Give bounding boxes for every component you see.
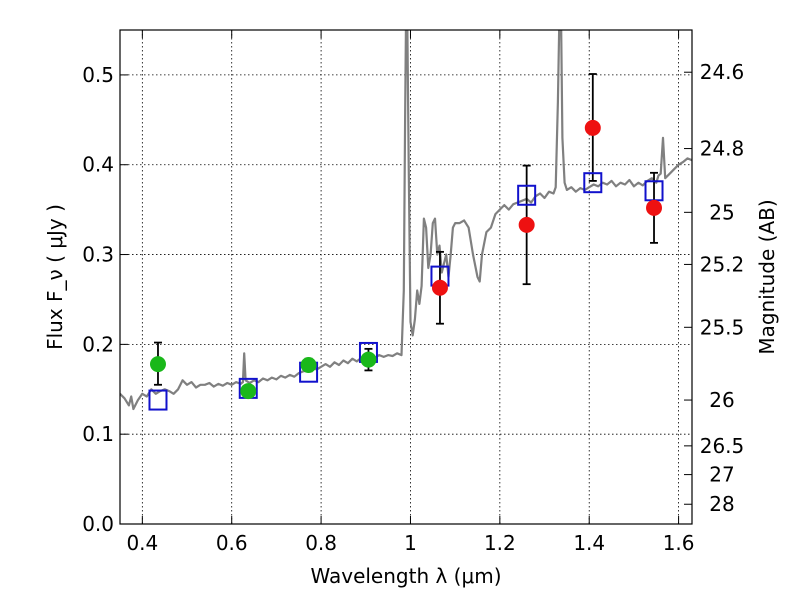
data-markers <box>148 119 664 411</box>
x-tick-label: 0.4 <box>126 531 158 555</box>
y-tick-label: 0.1 <box>82 422 114 446</box>
y2-tick-label: 26 <box>709 388 734 412</box>
model-square-point <box>148 389 168 411</box>
x-tick-label: 0.8 <box>305 531 337 555</box>
observed-flux-point <box>584 119 601 136</box>
observed-flux-point <box>300 357 317 374</box>
y2-tick-label: 24.6 <box>700 60 745 84</box>
model-square-point <box>583 172 603 194</box>
y2-tick-label: 26.5 <box>700 434 745 458</box>
y2-tick-label: 25 <box>709 200 734 224</box>
y2-tick-label: 24.8 <box>700 137 745 161</box>
observed-flux-point <box>149 356 166 373</box>
y2-tick-label: 28 <box>709 492 734 516</box>
observed-flux-point <box>360 351 377 368</box>
y2-tick-label: 27 <box>709 463 734 487</box>
observed-flux-point <box>431 279 448 296</box>
y2-tick-label: 25.2 <box>700 252 745 276</box>
x-tick-label: 1.6 <box>663 531 695 555</box>
y2-tick-label: 25.5 <box>700 315 745 339</box>
observed-flux-point <box>240 383 257 400</box>
axis-ticks: 0.4 0.6 0.8 1 1.2 1.4 1.6 0.0 0.1 0.2 0.3 0.4 0.5 24.… <box>82 30 744 555</box>
x-tick-label: 0.6 <box>216 531 248 555</box>
x-tick-label: 1.4 <box>573 531 605 555</box>
x-tick-label: 1.2 <box>484 531 516 555</box>
y-axis-title: Flux F_ν ( μJy ) <box>43 204 67 350</box>
spectrum-series <box>120 30 692 411</box>
plot-frame <box>119 29 693 525</box>
y-tick-label: 0.4 <box>82 153 114 177</box>
y-tick-label: 0.3 <box>82 243 114 267</box>
y2-axis-title: Magnitude (AB) <box>755 199 779 354</box>
x-tick-label: 1 <box>404 531 417 555</box>
spectrum-line <box>120 30 692 411</box>
y-tick-label: 0.5 <box>82 63 114 87</box>
axes-box <box>119 29 693 525</box>
model-square-point <box>517 184 537 206</box>
observed-flux-point <box>518 216 535 233</box>
x-axis-title: Wavelength λ (μm) <box>310 564 501 588</box>
y-tick-label: 0.2 <box>82 332 114 356</box>
observed-flux-point <box>646 199 663 216</box>
y-tick-label: 0.0 <box>82 512 114 536</box>
